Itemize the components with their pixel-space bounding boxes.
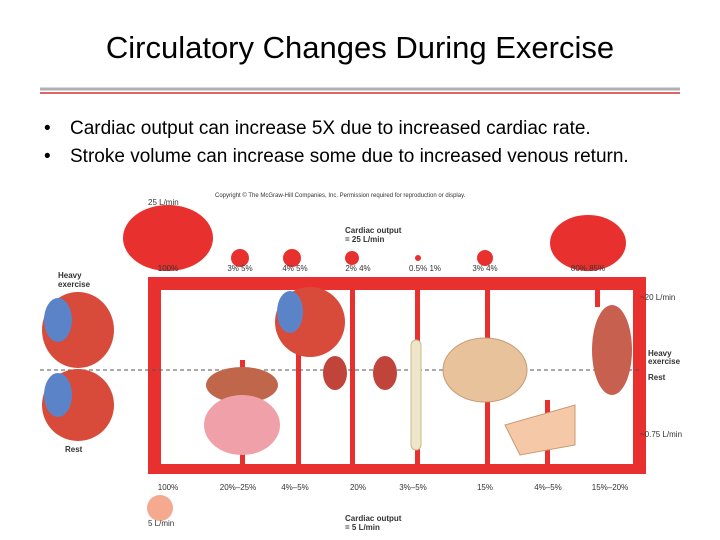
bullet: Stroke volume can increase some due to i…: [44, 144, 710, 170]
title: Circulatory Changes During Exercise: [105, 30, 615, 65]
percent-label: 80% 85%: [571, 264, 605, 273]
percent-label: 3% 4%: [472, 264, 497, 273]
percent-label: 20%: [350, 483, 366, 492]
percent-label: 100%: [158, 264, 178, 273]
copyright: Copyright © The McGraw-Hill Companies, I…: [215, 192, 466, 199]
side-label: exercise: [648, 357, 681, 366]
rest-circle: [147, 495, 173, 521]
side-label: ~0.75 L/min: [640, 430, 682, 439]
percent-label: 4% 5%: [282, 264, 307, 273]
percent-label: 4%–5%: [281, 483, 309, 492]
side-label: Heavy: [58, 271, 82, 280]
percent-label: 3%–5%: [399, 483, 427, 492]
percent-label: 20%–25%: [220, 483, 256, 492]
side-label: Heavy: [648, 349, 672, 358]
percent-label: 100%: [158, 483, 178, 492]
percent-label: 15%–20%: [592, 483, 628, 492]
output-label: Cardiac output: [345, 226, 402, 235]
bullet: Cardiac output can increase 5X due to in…: [44, 114, 710, 144]
percent-label: 4%–5%: [534, 483, 562, 492]
output-label: = 5 L/min: [345, 523, 380, 532]
percent-label: 15%: [477, 483, 493, 492]
side-label: Rest: [65, 445, 83, 454]
output-label: Cardiac output: [345, 514, 402, 523]
flow-circles: [123, 205, 626, 271]
side-label: exercise: [58, 280, 91, 289]
percent-label: 3% 5%: [227, 264, 252, 273]
percent-label: 0.5% 1%: [409, 264, 441, 273]
side-label: Rest: [648, 373, 666, 382]
bullet-list: Cardiac output can increase 5X due to in…: [40, 114, 710, 170]
organs: [42, 287, 632, 456]
flow-label: 25 L/min: [148, 198, 179, 207]
output-label: = 25 L/min: [345, 235, 384, 244]
side-label: ~20 L/min: [640, 293, 675, 302]
flow-label: 5 L/min: [148, 519, 174, 528]
percent-label: 2% 4%: [345, 264, 370, 273]
